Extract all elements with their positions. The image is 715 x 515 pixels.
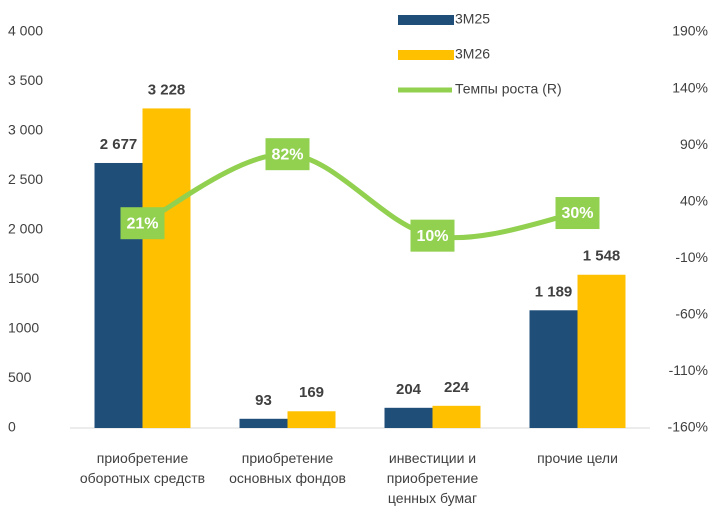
y-tick-label: 1000	[8, 320, 39, 336]
bar-label: 2 677	[100, 136, 138, 153]
y2-tick-label: -110%	[669, 362, 708, 378]
bar	[577, 274, 626, 428]
bar	[142, 108, 191, 428]
legend-swatch	[398, 50, 454, 60]
line-label: 10%	[416, 228, 448, 245]
y2-tick-label: -160%	[668, 419, 708, 435]
line-label: 82%	[271, 146, 303, 163]
y2-tick-label: 40%	[680, 192, 708, 208]
y2-tick-label: -60%	[675, 306, 708, 322]
line-label: 30%	[561, 205, 593, 222]
legend-label: Темпы роста (R)	[455, 81, 562, 97]
y-tick-label: 2 000	[8, 221, 43, 237]
line-label: 21%	[126, 215, 158, 232]
bar	[239, 418, 288, 428]
x-tick-label: приобретение основных фондов	[229, 450, 346, 486]
bar-label: 224	[444, 379, 470, 396]
bar-label: 169	[299, 384, 324, 401]
y-tick-label: 3 000	[8, 122, 43, 138]
y2-tick-label: 90%	[680, 136, 708, 152]
x-tick-label: инвестиции и приобретение ценных бумаг	[386, 450, 479, 506]
line-label-box	[555, 197, 600, 230]
bar	[432, 405, 481, 428]
y2-tick-label: 190%	[672, 23, 708, 39]
bar-label: 3 228	[148, 81, 186, 98]
y-tick-label: 0	[8, 419, 16, 435]
y-tick-label: 4 000	[8, 23, 43, 39]
legend-label: 3М26	[455, 46, 490, 62]
bar	[529, 310, 578, 428]
bar	[384, 407, 433, 428]
bar	[287, 411, 336, 428]
bar-label: 204	[396, 381, 422, 398]
y-tick-label: 3 500	[8, 72, 43, 88]
x-tick-label: прочие цели	[537, 450, 618, 466]
line-label-box	[265, 138, 310, 171]
y-tick-label: 500	[8, 369, 32, 385]
line	[141, 151, 578, 241]
legend-swatch	[398, 15, 454, 25]
bar-label: 1 548	[583, 248, 621, 265]
line-label-box	[410, 219, 455, 252]
line-label-box	[120, 207, 165, 240]
y-tick-label: 1500	[8, 270, 39, 286]
bar-label: 1 189	[535, 283, 573, 300]
y2-tick-label: -10%	[675, 249, 708, 265]
bar-label: 93	[255, 392, 272, 409]
x-tick-label: приобретение оборотных средств	[79, 450, 206, 486]
bar	[94, 162, 143, 429]
legend-label: 3М25	[455, 11, 490, 27]
y-tick-label: 2 500	[8, 171, 43, 187]
y2-tick-label: 140%	[672, 79, 708, 95]
